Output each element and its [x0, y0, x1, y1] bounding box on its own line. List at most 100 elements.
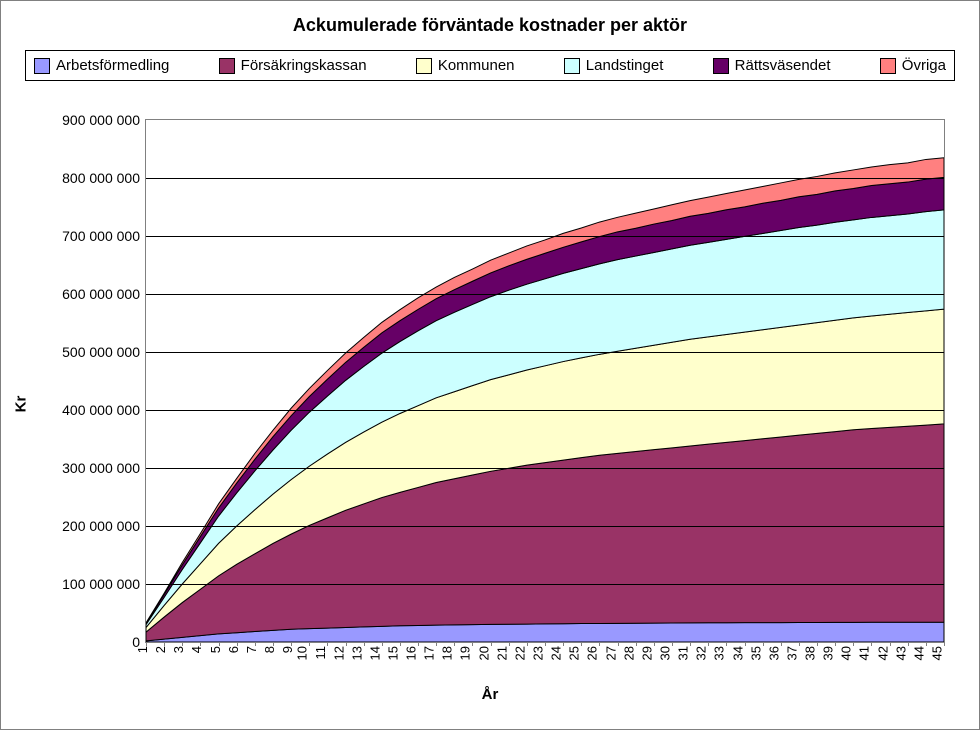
x-tick-label: 24	[548, 646, 563, 660]
x-tick-label: 35	[748, 646, 763, 660]
x-tick	[472, 642, 473, 646]
x-tick-label: 4	[189, 646, 204, 653]
y-tick-label: 600 000 000	[62, 286, 140, 302]
legend-swatch	[880, 58, 896, 74]
gridline	[146, 352, 944, 353]
legend-swatch	[34, 58, 50, 74]
x-tick-label: 32	[693, 646, 708, 660]
x-axis-title: År	[25, 686, 955, 703]
legend-item: Försäkringskassan	[219, 57, 367, 74]
legend-swatch	[564, 58, 580, 74]
chart-title: Ackumulerade förväntade kostnader per ak…	[1, 15, 979, 36]
gridline	[146, 410, 944, 411]
x-tick	[871, 642, 872, 646]
y-tick-label: 100 000 000	[62, 576, 140, 592]
gridline	[146, 468, 944, 469]
y-tick-label: 800 000 000	[62, 170, 140, 186]
legend-item: Landstinget	[564, 57, 664, 74]
legend-swatch	[416, 58, 432, 74]
legend: Arbetsförmedling Försäkringskassan Kommu…	[25, 50, 955, 81]
x-tick-label: 33	[712, 646, 727, 660]
x-tick-label: 34	[730, 646, 745, 660]
legend-swatch	[713, 58, 729, 74]
x-tick-label: 9	[280, 646, 295, 653]
x-tick-label: 36	[766, 646, 781, 660]
x-tick-label: 22	[512, 646, 527, 660]
x-tick-label: 26	[585, 646, 600, 660]
x-tick-label: 10	[294, 646, 309, 660]
legend-label: Försäkringskassan	[241, 57, 367, 74]
x-tick-label: 40	[839, 646, 854, 660]
x-tick	[853, 642, 854, 646]
x-tick-label: 21	[494, 646, 509, 660]
gridline	[146, 526, 944, 527]
x-tick	[599, 642, 600, 646]
x-tick-label: 37	[784, 646, 799, 660]
x-tick-label: 28	[621, 646, 636, 660]
legend-item: Kommunen	[416, 57, 515, 74]
x-tick-label: 1	[135, 646, 150, 653]
y-tick-label: 200 000 000	[62, 518, 140, 534]
x-tick-label: 31	[675, 646, 690, 660]
x-tick-label: 45	[929, 646, 944, 660]
x-tick	[835, 642, 836, 646]
legend-swatch	[219, 58, 235, 74]
x-tick-label: 15	[385, 646, 400, 660]
x-tick	[436, 642, 437, 646]
legend-item: Arbetsförmedling	[34, 57, 169, 74]
x-tick-label: 44	[911, 646, 926, 660]
plot-area: 0100 000 000200 000 000300 000 000400 00…	[145, 119, 945, 643]
x-tick	[581, 642, 582, 646]
legend-item: Rättsväsendet	[713, 57, 831, 74]
x-tick-label: 41	[857, 646, 872, 660]
legend-label: Landstinget	[586, 57, 664, 74]
x-tick-label: 7	[244, 646, 259, 653]
x-tick-label: 38	[802, 646, 817, 660]
y-tick-label: 300 000 000	[62, 460, 140, 476]
x-tick	[309, 642, 310, 646]
x-tick-label: 39	[820, 646, 835, 660]
y-tick-label: 700 000 000	[62, 228, 140, 244]
y-tick-label: 400 000 000	[62, 402, 140, 418]
gridline	[146, 294, 944, 295]
x-tick-label: 30	[657, 646, 672, 660]
chart-container: Ackumulerade förväntade kostnader per ak…	[0, 0, 980, 730]
gridline	[146, 178, 944, 179]
x-tick-label: 14	[367, 646, 382, 660]
x-tick-label: 13	[349, 646, 364, 660]
x-tick-label: 18	[440, 646, 455, 660]
y-axis-title: Kr	[13, 396, 30, 413]
x-tick-label: 11	[313, 646, 328, 660]
area-chart-svg	[146, 120, 944, 642]
gridline	[146, 584, 944, 585]
legend-label: Arbetsförmedling	[56, 57, 169, 74]
x-tick	[563, 642, 564, 646]
plot-wrap: Kr 0100 000 000200 000 000300 000 000400…	[25, 109, 955, 699]
x-tick	[726, 642, 727, 646]
x-tick-label: 20	[476, 646, 491, 660]
legend-label: Kommunen	[438, 57, 515, 74]
x-tick	[454, 642, 455, 646]
gridline	[146, 236, 944, 237]
x-tick	[708, 642, 709, 646]
x-tick-label: 43	[893, 646, 908, 660]
x-tick-label: 3	[171, 646, 186, 653]
legend-label: Övriga	[902, 57, 946, 74]
x-tick-label: 23	[530, 646, 545, 660]
x-tick-label: 17	[421, 646, 436, 660]
y-tick-label: 900 000 000	[62, 112, 140, 128]
x-tick-label: 2	[153, 646, 168, 653]
x-tick-label: 16	[403, 646, 418, 660]
x-tick-label: 6	[226, 646, 241, 653]
x-tick-label: 8	[262, 646, 277, 653]
x-tick-label: 12	[331, 646, 346, 660]
x-tick-label: 27	[603, 646, 618, 660]
legend-label: Rättsväsendet	[735, 57, 831, 74]
x-tick-label: 19	[458, 646, 473, 660]
legend-item: Övriga	[880, 57, 946, 74]
y-tick-label: 500 000 000	[62, 344, 140, 360]
x-tick-label: 25	[567, 646, 582, 660]
x-tick-label: 42	[875, 646, 890, 660]
x-tick-label: 5	[207, 646, 222, 653]
x-tick-label: 29	[639, 646, 654, 660]
